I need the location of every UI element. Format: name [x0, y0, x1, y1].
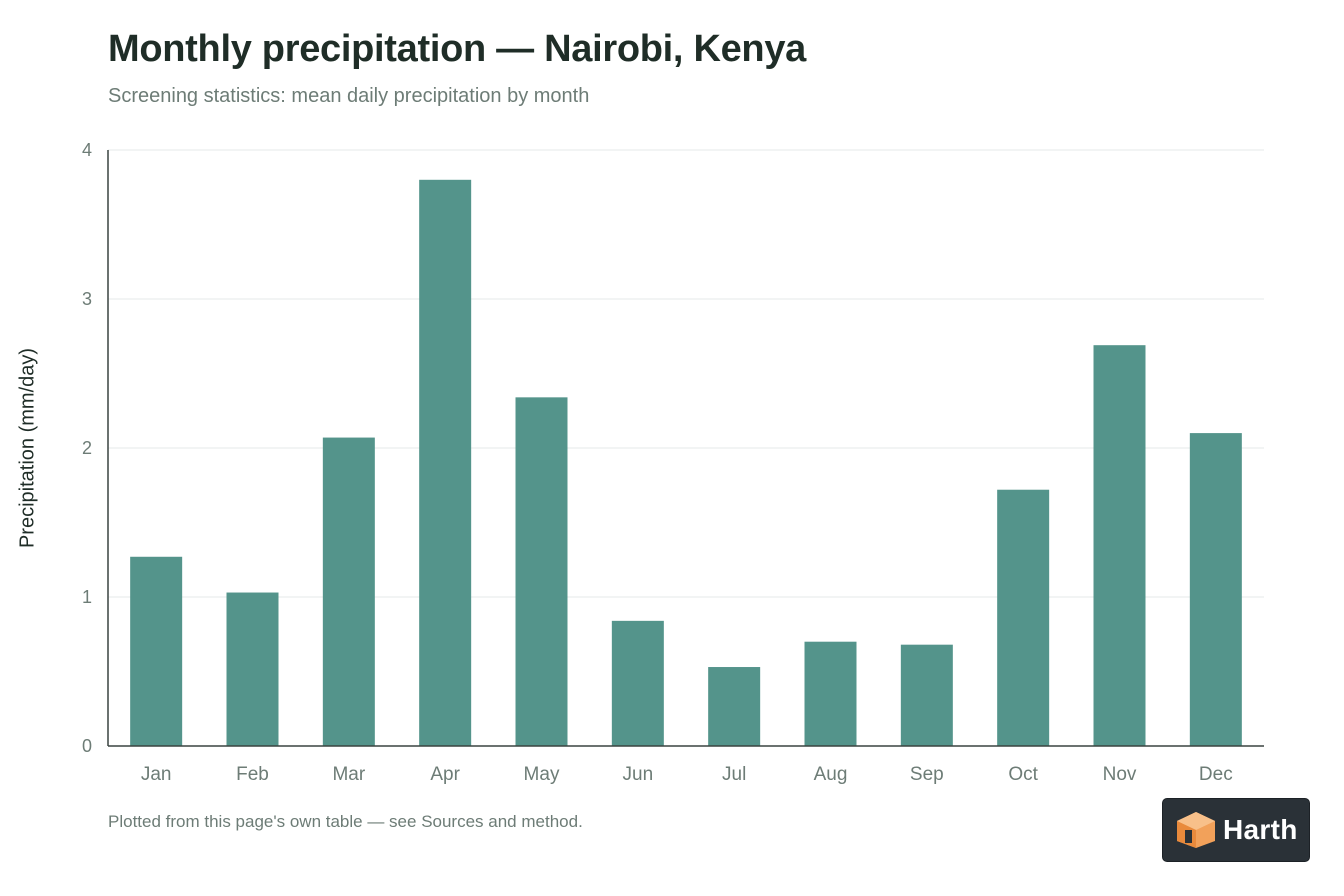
badge-label: Harth [1223, 814, 1298, 845]
footnote: Plotted from this page's own table — see… [108, 812, 583, 831]
bar-oct [997, 489, 1050, 746]
y-tick-label: 0 [82, 736, 92, 756]
x-tick-label: Mar [332, 764, 365, 785]
bar-jan [130, 556, 183, 746]
bar-feb [226, 592, 279, 746]
x-tick-label: Feb [236, 764, 269, 785]
bar-jun [611, 620, 664, 746]
bar-aug [804, 641, 857, 746]
y-tick-label: 3 [82, 289, 92, 309]
x-tick-label: Jul [722, 764, 746, 785]
x-tick-label: Nov [1103, 764, 1137, 785]
bar-mar [322, 437, 375, 746]
bar-apr [419, 179, 472, 747]
x-tick-label: Apr [430, 764, 460, 785]
chart-subtitle: Screening statistics: mean daily precipi… [108, 85, 590, 107]
x-tick-label: Oct [1008, 764, 1038, 785]
bar-jul [708, 667, 761, 746]
x-tick-label: May [524, 764, 560, 785]
bar-nov [1093, 345, 1146, 746]
y-tick-label: 1 [82, 587, 92, 607]
x-tick-label: Aug [814, 764, 848, 785]
bar-dec [1189, 433, 1242, 746]
harth-badge[interactable]: Harth [1162, 798, 1310, 862]
x-tick-label: Dec [1199, 764, 1233, 785]
x-tick-label: Sep [910, 764, 944, 785]
y-tick-label: 2 [82, 438, 92, 458]
harth-logo-icon [1177, 812, 1215, 848]
y-tick-label: 4 [82, 140, 92, 160]
bar-may [515, 397, 568, 746]
x-tick-label: Jun [623, 764, 654, 785]
x-tick-label: Jan [141, 764, 172, 785]
bar-sep [900, 644, 953, 746]
chart-title: Monthly precipitation — Nairobi, Kenya [108, 28, 807, 70]
